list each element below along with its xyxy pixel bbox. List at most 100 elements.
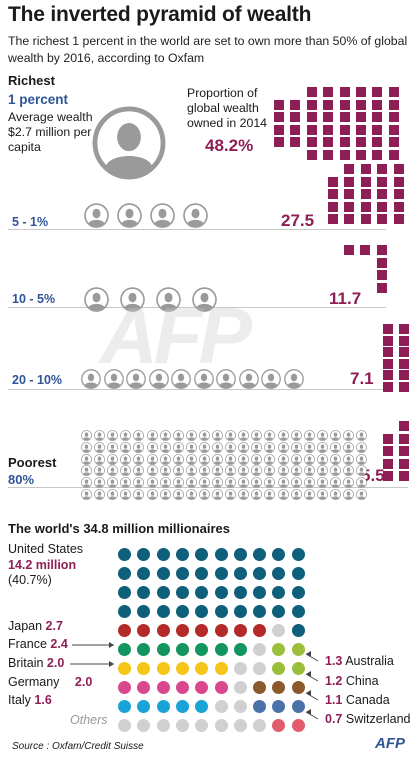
dot-us [195,548,209,561]
wealth-square [383,433,393,444]
wealth-square [323,99,334,110]
person-icon [303,463,315,477]
person-icon [81,463,92,477]
dot-australia [291,643,305,656]
person-icon [185,440,197,453]
wealth-square [339,99,350,110]
person-icon [283,369,304,389]
person-icon [329,440,341,453]
dot-japan [175,624,189,637]
dot-us [233,567,247,580]
wealth-square [290,99,301,110]
wealth-square [372,124,383,135]
wealth-square [339,137,350,147]
person-icon [107,475,119,489]
dot-others [195,719,209,732]
person-icon [264,452,276,465]
person-icon [198,475,210,489]
dot-us [291,624,305,637]
wealth-square [360,176,371,187]
dot-japan [118,624,131,637]
wealth-square [356,124,366,135]
wealth-square [383,358,393,369]
person-icon [356,463,368,477]
dot-others [253,662,267,675]
dot-germany [175,681,189,694]
person-icon [356,475,368,489]
person-icon [303,475,315,489]
dot-us [291,605,305,618]
person-icon [81,440,92,453]
wealth-square [388,99,399,110]
dot-britain [214,662,228,675]
person-icon [251,440,263,453]
dot-japan [233,624,247,637]
country-label-australia: 1.3 Australia [325,654,394,668]
person-icon [107,463,119,477]
wealth-square [377,201,388,212]
person-icon [238,463,250,477]
dot-others [118,719,131,732]
person-icon [303,440,315,453]
wealth-square [344,201,355,212]
dot-us [118,586,131,599]
wealth-square [383,335,393,346]
person-icon [212,487,223,500]
person-icon [146,463,158,477]
person-icon [212,428,223,441]
page-subtitle: The richest 1 percent in the world are s… [8,34,408,65]
person-icon [81,369,101,389]
wealth-square [339,124,350,135]
dot-us [118,605,131,618]
wealth-square [377,214,388,224]
dot-us [253,605,267,618]
dot-china [272,681,286,694]
person-icon [94,428,106,441]
person-icon [185,428,197,441]
dot-us [137,548,151,561]
wealth-square [399,381,410,392]
dot-others [233,700,247,713]
wealth-square [306,149,317,160]
wealth-square [274,112,284,122]
person-icon [171,369,191,389]
person-icon [238,452,250,465]
person-icon [316,428,328,441]
wealth-square [399,458,410,469]
person-icon [290,440,302,453]
dot-us [118,567,131,580]
tier-label-1: 1 percent [8,92,69,107]
dot-us [137,605,151,618]
dot-others [253,719,267,732]
person-icon [303,487,315,500]
country-label-italy: Italy 1.6 [8,693,52,707]
person-icon [94,463,106,477]
person-icon [117,203,142,228]
person-icon [172,487,184,500]
person-icon [133,475,145,489]
dot-us [253,586,267,599]
person-icon [133,440,145,453]
person-icon [159,487,171,500]
person-icon [356,487,368,500]
person-icon [251,452,263,465]
dot-italy [156,700,170,713]
wealth-square [393,214,404,224]
person-icon [183,203,208,228]
wealth-square [344,245,354,255]
wealth-square [339,112,350,122]
person-icon [107,428,119,441]
wealth-square [388,137,399,147]
tier-divider [8,487,408,488]
person-icon [172,440,184,453]
person-icon [277,428,289,441]
dot-us [214,586,228,599]
dot-britain [156,662,170,675]
person-icon [120,487,132,500]
dot-us [272,605,286,618]
country-label-china: 1.2 China [325,674,379,688]
person-icon [316,487,328,500]
person-icon [329,475,341,489]
person-icon [343,428,354,441]
dot-us [156,586,170,599]
